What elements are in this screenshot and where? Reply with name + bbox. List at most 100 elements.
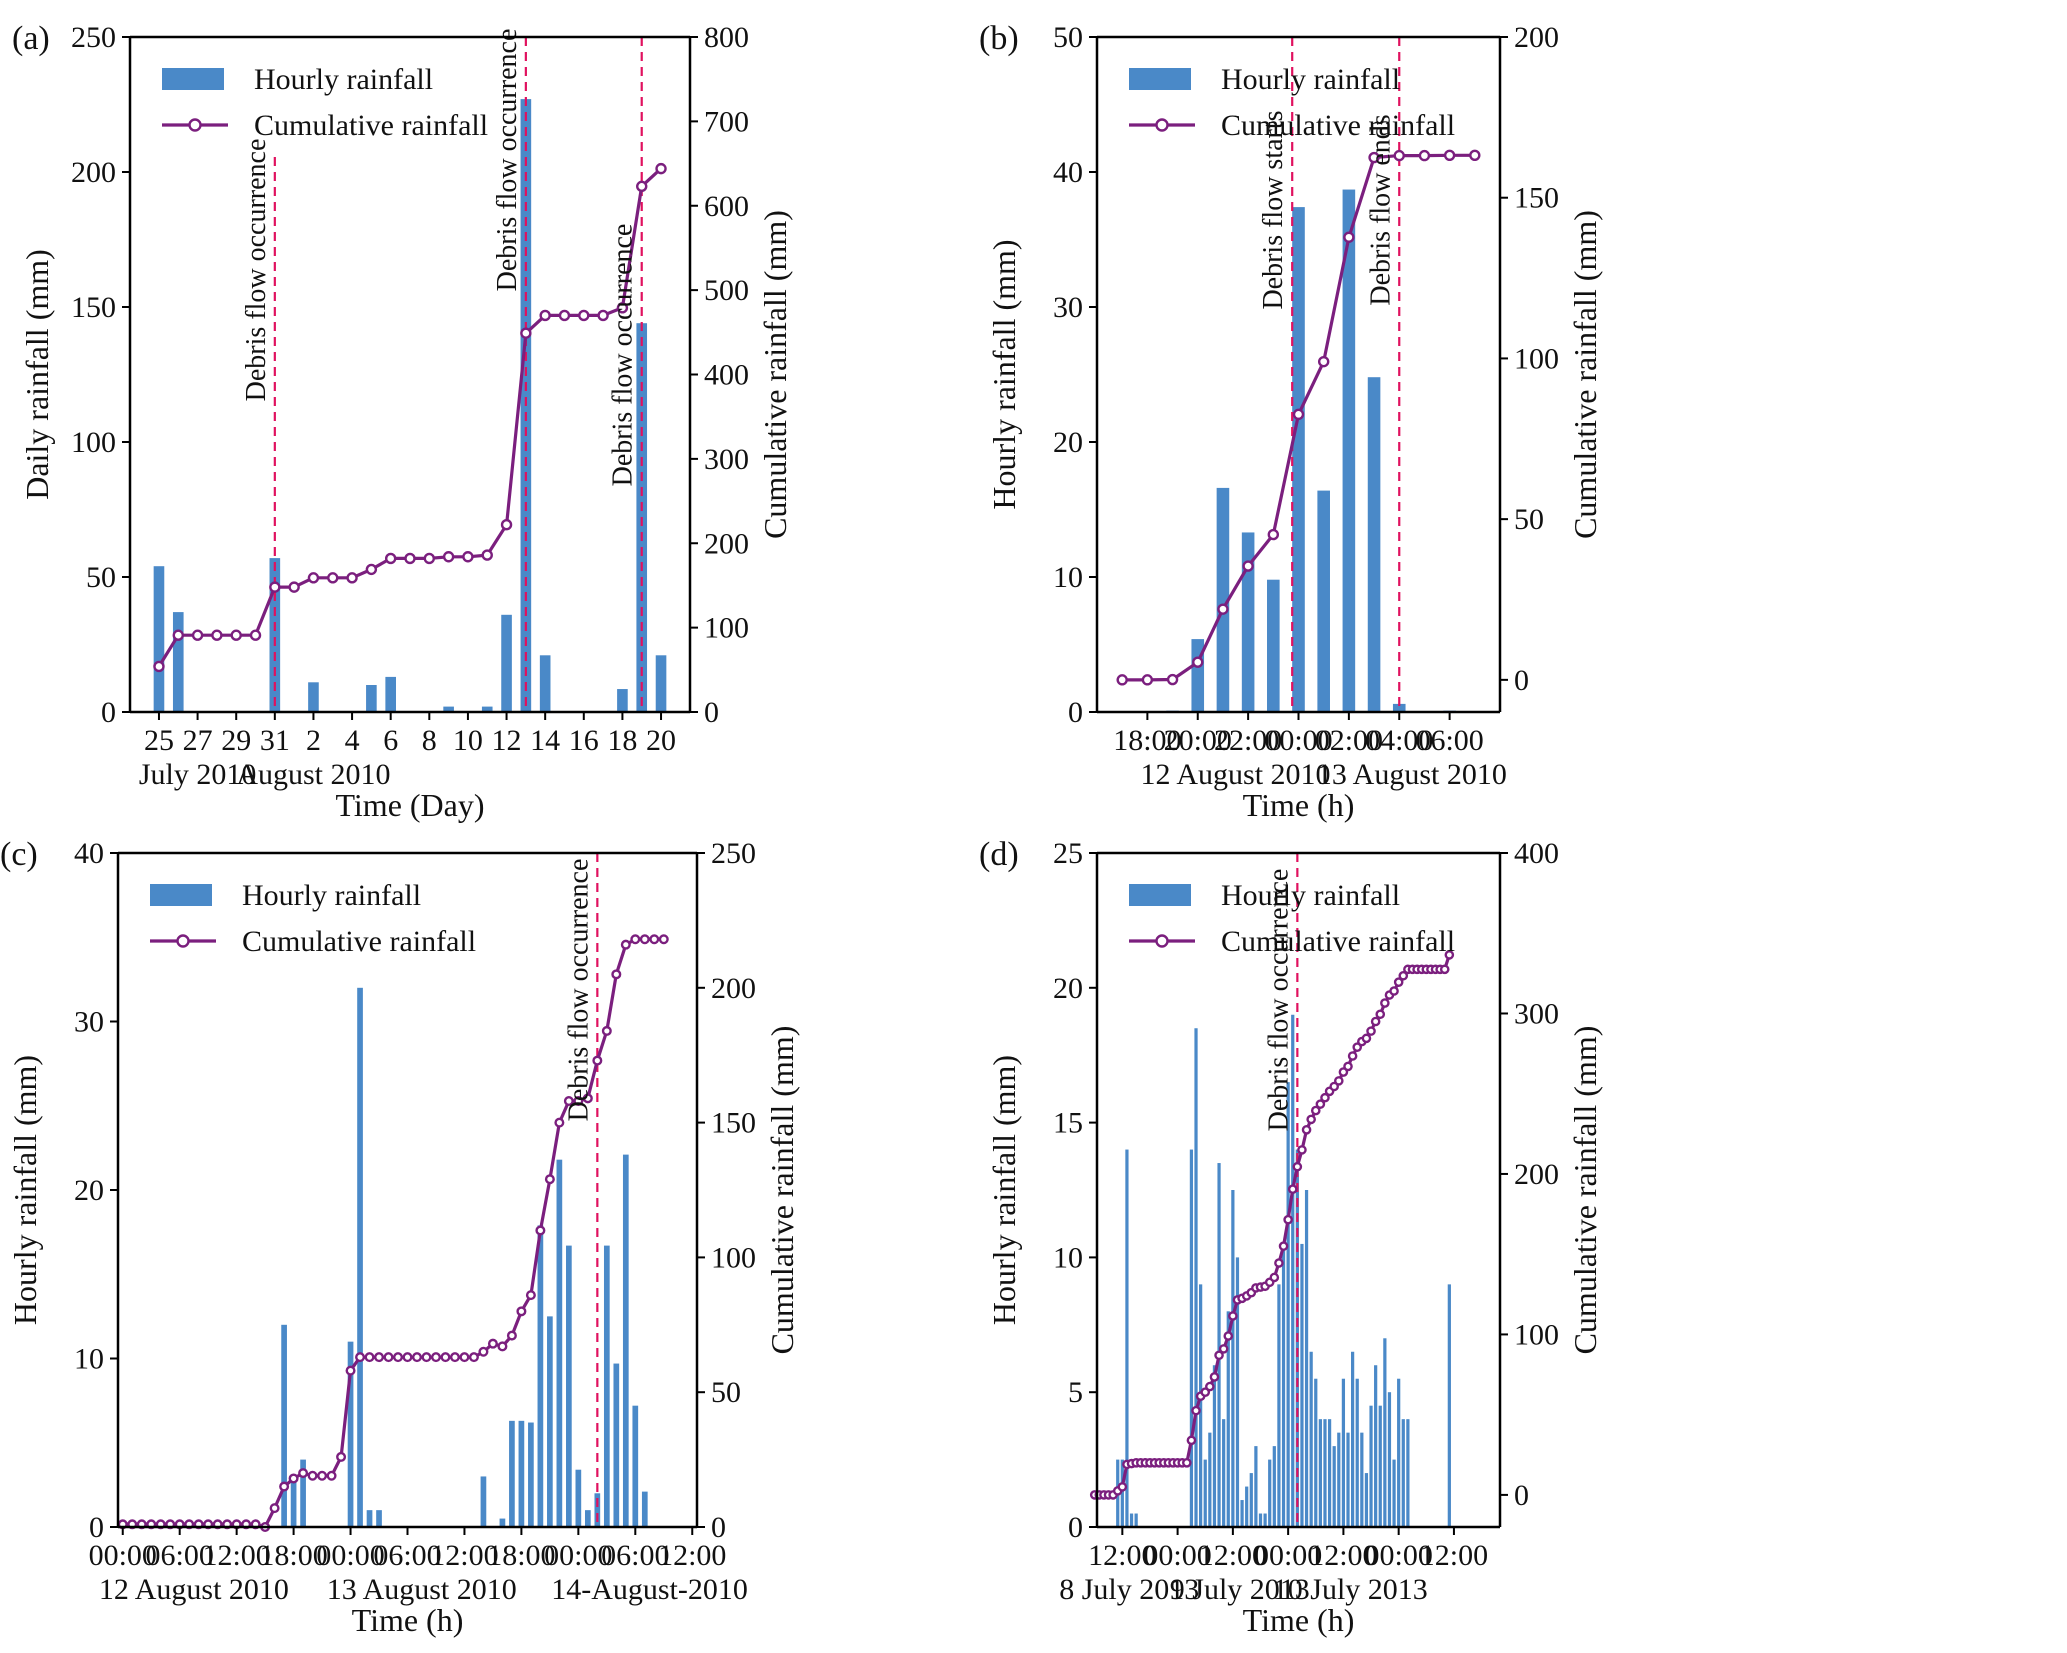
marker-cumulative-rainfall — [1117, 1482, 1128, 1492]
x-axis-title: Time (Day) — [335, 787, 484, 823]
marker-cumulative-rainfall — [1283, 1214, 1293, 1225]
marker-cumulative-rainfall — [1267, 528, 1280, 541]
bar-hourly-rainfall — [641, 1491, 648, 1527]
x-tick-label: 12:00 — [202, 1539, 270, 1572]
bar-hourly-rainfall — [153, 566, 165, 712]
marker-cumulative-rainfall — [1209, 1372, 1220, 1382]
x-tick-label: 14 — [530, 724, 560, 757]
marker-cumulative-rainfall — [1443, 149, 1456, 161]
bar-hourly-rainfall — [1226, 1311, 1230, 1527]
marker-cumulative-rainfall — [1186, 1435, 1197, 1446]
marker-cumulative-rainfall — [1343, 1061, 1353, 1072]
x-tick-label: 27 — [183, 724, 213, 757]
x-tick-label: 29 — [221, 724, 251, 757]
bar-hourly-rainfall — [1327, 1419, 1332, 1527]
legend-marker-cumulative-rainfall — [1155, 118, 1169, 132]
marker-cumulative-rainfall — [1389, 986, 1399, 996]
marker-cumulative-rainfall — [374, 1352, 385, 1363]
bar-hourly-rainfall — [1241, 532, 1255, 712]
y-tick-label-right: 400 — [1514, 837, 1559, 870]
y-tick-label-left: 30 — [74, 1006, 104, 1039]
x-tick-label: 2 — [306, 724, 321, 757]
x-tick-label: 06:00 — [1415, 724, 1483, 757]
bar-hourly-rainfall — [1212, 1365, 1217, 1527]
y-tick-label-left: 0 — [1068, 1511, 1083, 1544]
date-label: 9 July 2013 — [1170, 1573, 1310, 1606]
marker-cumulative-rainfall — [582, 1093, 593, 1104]
marker-cumulative-rainfall — [1116, 674, 1128, 686]
marker-cumulative-rainfall — [404, 552, 416, 565]
marker-cumulative-rainfall — [440, 1352, 451, 1363]
y-tick-label-right: 600 — [704, 190, 749, 223]
marker-cumulative-rainfall — [558, 309, 571, 322]
bar-hourly-rainfall — [501, 614, 512, 712]
bar-hourly-rainfall — [281, 1324, 287, 1527]
marker-cumulative-rainfall — [1274, 1258, 1284, 1268]
marker-cumulative-rainfall — [639, 934, 650, 945]
marker-cumulative-rainfall — [1228, 1311, 1238, 1321]
y-axis-title-left: Daily rainfall (mm) — [19, 249, 55, 500]
marker-cumulative-rainfall — [1393, 977, 1404, 987]
bar-hourly-rainfall — [539, 655, 551, 712]
legend-swatch-hourly-rainfall — [1129, 884, 1191, 906]
marker-cumulative-rainfall — [288, 581, 300, 593]
marker-cumulative-rainfall — [1166, 673, 1179, 686]
marker-cumulative-rainfall — [1306, 1114, 1316, 1125]
marker-cumulative-rainfall — [1380, 998, 1390, 1008]
marker-cumulative-rainfall — [1393, 149, 1405, 162]
bar-hourly-rainfall — [481, 706, 493, 712]
x-tick-label: 12:00 — [1420, 1539, 1488, 1572]
panel-label: (d) — [979, 836, 1019, 873]
panel-label: (a) — [12, 20, 50, 57]
marker-cumulative-rainfall — [298, 1468, 309, 1479]
x-tick-label: 10 — [453, 724, 483, 757]
bar-hourly-rainfall — [1134, 1513, 1138, 1527]
bar-hourly-rainfall — [1300, 1243, 1304, 1527]
bar-hourly-rainfall — [443, 706, 454, 712]
bar-hourly-rainfall — [1199, 1284, 1203, 1527]
x-tick-label: 06:00 — [601, 1539, 669, 1572]
bar-hourly-rainfall — [1277, 1284, 1281, 1527]
bar-hourly-rainfall — [1383, 1338, 1387, 1527]
bar-hourly-rainfall — [1125, 1149, 1129, 1527]
x-tick-label: 00:00 — [1365, 1539, 1433, 1572]
marker-cumulative-rainfall — [211, 629, 223, 641]
legend-marker-cumulative-rainfall — [188, 118, 202, 132]
legend-marker-cumulative-rainfall — [1155, 934, 1169, 948]
marker-cumulative-rainfall — [500, 518, 513, 531]
marker-cumulative-rainfall — [597, 309, 609, 322]
x-tick-label: 00:00 — [544, 1539, 612, 1572]
x-tick-label: 00:00 — [316, 1539, 384, 1572]
bar-hourly-rainfall — [357, 987, 363, 1527]
y-tick-label-left: 0 — [89, 1511, 104, 1544]
x-tick-label: 22:00 — [1214, 724, 1282, 757]
x-tick-label: 8 — [422, 724, 437, 757]
line-cumulative-rainfall — [157, 167, 663, 668]
marker-cumulative-rainfall — [1317, 355, 1330, 368]
marker-cumulative-rainfall — [1375, 1009, 1386, 1020]
marker-cumulative-rainfall — [525, 1290, 536, 1301]
panel-b: Debris flow starts Debris flow ends 0 10 20 3… — [979, 20, 1603, 823]
marker-cumulative-rainfall — [172, 629, 184, 641]
y-tick-label-left: 40 — [1053, 156, 1083, 189]
bar-hourly-rainfall — [1369, 1405, 1373, 1527]
marker-cumulative-rainfall — [544, 1174, 555, 1185]
bar-hourly-rainfall — [632, 1405, 639, 1527]
bar-hourly-rainfall — [1292, 207, 1305, 712]
legend-label-hourly-rainfall: Hourly rainfall — [1221, 879, 1400, 912]
marker-cumulative-rainfall — [1334, 1076, 1344, 1086]
x-tick-label: 12:00 — [658, 1539, 726, 1572]
legend-label-cumulative-rainfall: Cumulative rainfall — [254, 109, 488, 142]
marker-cumulative-rainfall — [336, 1451, 347, 1462]
marker-cumulative-rainfall — [468, 1352, 479, 1363]
y-tick-label-left: 0 — [1068, 696, 1083, 729]
marker-cumulative-rainfall — [506, 1330, 517, 1341]
bar-hourly-rainfall — [655, 655, 667, 712]
marker-cumulative-rainfall — [1269, 1272, 1280, 1283]
bar-hourly-rainfall — [376, 1510, 382, 1527]
marker-cumulative-rainfall — [423, 552, 436, 565]
marker-cumulative-rainfall — [459, 1352, 470, 1363]
x-tick-label: 31 — [260, 724, 290, 757]
marker-cumulative-rainfall — [573, 1096, 584, 1107]
y-axis-title-left: Hourly rainfall (mm) — [7, 1055, 43, 1325]
